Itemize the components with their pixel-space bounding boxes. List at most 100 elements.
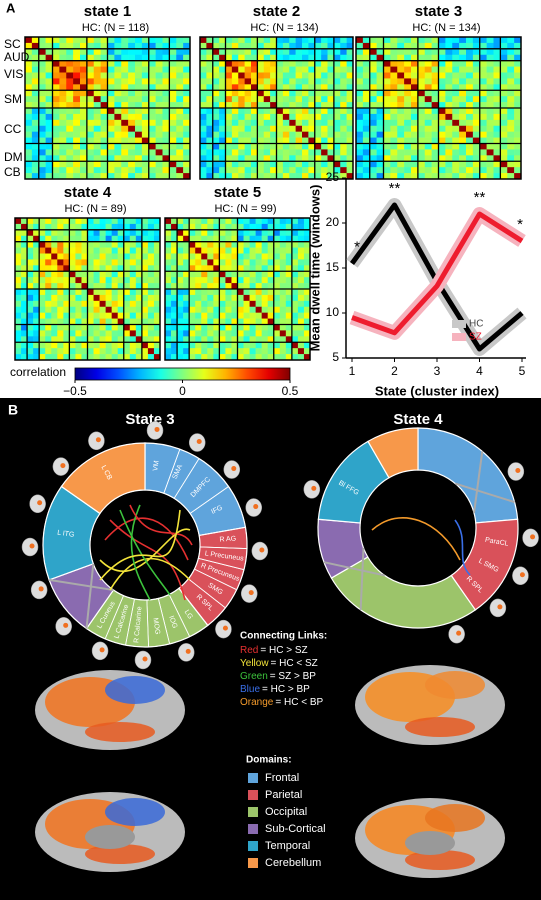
heatmap-cell [105, 306, 112, 313]
heatmap-cell [213, 330, 220, 337]
heatmap-cell [200, 155, 207, 162]
heatmap-cell [500, 90, 508, 97]
brain-region [405, 850, 475, 870]
heatmap-cell [270, 78, 277, 85]
heatmap-cell [86, 125, 95, 132]
heatmap-cell [225, 131, 233, 138]
heatmap-cell [31, 108, 40, 115]
heatmap-cell [261, 289, 269, 296]
heatmap-cell [472, 113, 481, 121]
heatmap-cell [93, 113, 101, 121]
heatmap-cell [362, 37, 371, 44]
heatmap-cell [263, 78, 271, 85]
heatmap-cell [289, 60, 296, 67]
heatmap-cell [225, 119, 233, 127]
heatmap-cell [147, 348, 155, 355]
heatmap-cell [285, 271, 293, 278]
heatmap-cell [141, 277, 149, 284]
heatmap-cell [244, 60, 252, 67]
heatmap-cell [81, 283, 88, 290]
heatmap-cell [376, 113, 384, 121]
heatmap-cell [129, 283, 137, 290]
heatmap-cell [282, 42, 290, 50]
heatmap-cell [417, 149, 426, 156]
heatmap-cell [376, 48, 384, 56]
heatmap-cell [128, 60, 136, 67]
heatmap-cell [383, 42, 391, 50]
heatmap-cell [376, 102, 384, 109]
heatmap-cell [135, 54, 143, 61]
heatmap-cell [121, 143, 129, 150]
heatmap-cell [59, 149, 67, 156]
heatmap-cell [225, 318, 232, 325]
heatmap-cell [369, 143, 377, 150]
heatmap-cell [356, 155, 364, 162]
heatmap-cell [21, 294, 28, 302]
heatmap-cell [121, 108, 129, 115]
heatmap-cell [200, 143, 207, 150]
heatmap-cell [333, 119, 341, 127]
heatmap-cell [431, 102, 439, 109]
heatmap-cell [100, 131, 108, 138]
heatmap-cell [99, 306, 106, 313]
heatmap-cell [153, 241, 161, 248]
heatmap-cell [135, 289, 143, 296]
heatmap-cell [183, 294, 190, 302]
heatmap-cell [66, 143, 74, 150]
heatmap-cell [117, 229, 125, 237]
heatmap-cell [107, 131, 115, 138]
heatmap-cell [369, 155, 377, 162]
heatmap-cell [57, 330, 64, 337]
heatmap-cell [302, 149, 309, 156]
heatmap-cell [148, 119, 156, 127]
heatmap-cell [327, 78, 335, 85]
heatmap-cell [87, 348, 94, 355]
heatmap-cell [171, 253, 178, 260]
heatmap-cell [80, 37, 88, 44]
heatmap-cell [445, 42, 453, 50]
heatmap-cell [514, 173, 522, 180]
heatmap-cell [189, 330, 196, 337]
heatmap-cell [267, 265, 275, 272]
heatmap-cell [33, 324, 40, 331]
ring-hole [361, 471, 475, 585]
heatmap-cell [128, 96, 136, 103]
heatmap-cell [500, 78, 508, 85]
heatmap-cell [100, 119, 108, 127]
heatmap-cell [148, 155, 156, 162]
heatmap-cell [285, 229, 293, 237]
heatmap-cell [176, 84, 184, 91]
heatmap-cell [69, 265, 76, 272]
heatmap-cell [25, 78, 33, 85]
heatmap-cell [486, 48, 494, 56]
heatmap-cell [270, 102, 277, 109]
heatmap-cell [417, 90, 426, 97]
heatmap-cell [200, 113, 207, 121]
heatmap-cell [148, 66, 156, 73]
heatmap-cell [282, 108, 290, 115]
heatmap-cell [445, 102, 453, 109]
heatmap-cell [200, 173, 207, 180]
heatmap-cell [25, 149, 33, 156]
heatmap-cell [356, 161, 364, 168]
heatmap-cell [105, 324, 112, 331]
heatmap-cell [251, 60, 258, 67]
heatmap-cell [135, 161, 143, 168]
heatmap-cell [52, 143, 60, 150]
heatmap-cell [362, 72, 371, 79]
heatmap-cell [231, 60, 239, 67]
heatmap-cell [438, 66, 446, 73]
heatmap-cell [397, 167, 405, 174]
heatmap-cell [148, 78, 156, 85]
heatmap-cell [472, 119, 481, 127]
heatmap-cell [472, 60, 481, 67]
heatmap-cell [69, 318, 76, 325]
heatmap-cell [141, 125, 150, 132]
heatmap-cell [148, 90, 156, 97]
heatmap-cell [25, 54, 33, 61]
heatmap-cell [129, 342, 137, 349]
heatmap-cell [195, 289, 202, 296]
heatmap-cell [493, 113, 501, 121]
heatmap-cell [201, 265, 208, 272]
heatmap-cell [86, 72, 95, 79]
